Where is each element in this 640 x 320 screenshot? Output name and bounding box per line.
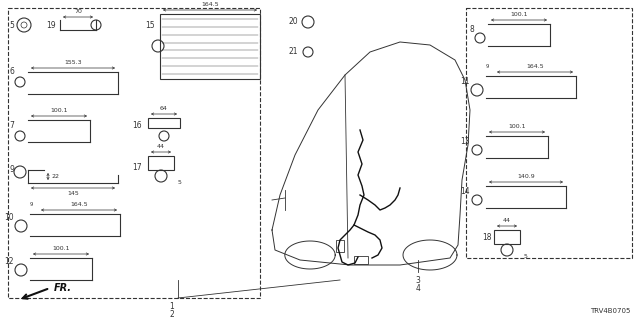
- Text: 6: 6: [9, 68, 14, 76]
- Text: 9: 9: [30, 202, 33, 207]
- Text: 9: 9: [9, 165, 14, 174]
- Text: TRV4B0705: TRV4B0705: [589, 308, 630, 314]
- Bar: [148, 118, 180, 128]
- Bar: [354, 256, 368, 264]
- Text: 100.1: 100.1: [52, 246, 70, 251]
- Text: 4: 4: [415, 284, 420, 293]
- Text: 5: 5: [9, 20, 14, 29]
- Text: 164.5: 164.5: [526, 64, 544, 69]
- Text: 44: 44: [503, 218, 511, 223]
- Text: FR.: FR.: [54, 283, 72, 293]
- Text: 164.5: 164.5: [70, 202, 88, 207]
- Text: 3: 3: [415, 276, 420, 285]
- Text: 15: 15: [145, 20, 155, 29]
- Text: 2: 2: [170, 310, 174, 319]
- Text: 5: 5: [178, 180, 182, 185]
- Text: 22: 22: [51, 174, 59, 180]
- Bar: [160, 14, 260, 79]
- Text: 16: 16: [132, 122, 142, 131]
- Bar: [148, 156, 174, 170]
- Bar: [8, 8, 260, 298]
- Text: 155.3: 155.3: [64, 60, 82, 65]
- Text: 21: 21: [289, 47, 298, 57]
- Text: 100.1: 100.1: [508, 124, 525, 129]
- Bar: [336, 240, 344, 252]
- Text: 20: 20: [289, 18, 298, 27]
- Text: 7: 7: [9, 122, 14, 131]
- Text: 100.1: 100.1: [510, 12, 528, 17]
- Text: 19: 19: [46, 20, 56, 29]
- Text: 11: 11: [461, 77, 470, 86]
- Text: 164.5: 164.5: [201, 2, 219, 7]
- Text: 13: 13: [460, 138, 470, 147]
- Text: 145: 145: [67, 191, 79, 196]
- Text: 5: 5: [524, 253, 528, 259]
- Text: 64: 64: [160, 106, 168, 111]
- Text: 70: 70: [74, 9, 82, 14]
- Text: 10: 10: [4, 213, 14, 222]
- Bar: [466, 8, 632, 258]
- Text: 18: 18: [483, 234, 492, 243]
- Text: 17: 17: [132, 164, 142, 172]
- Text: 140.9: 140.9: [517, 174, 535, 179]
- Text: 9: 9: [486, 64, 490, 69]
- Text: 1: 1: [170, 302, 174, 311]
- Text: 14: 14: [460, 188, 470, 196]
- Text: 12: 12: [4, 258, 14, 267]
- Text: 44: 44: [157, 144, 165, 149]
- Bar: [494, 230, 520, 244]
- Text: 100.1: 100.1: [51, 108, 68, 113]
- Text: 8: 8: [469, 26, 474, 35]
